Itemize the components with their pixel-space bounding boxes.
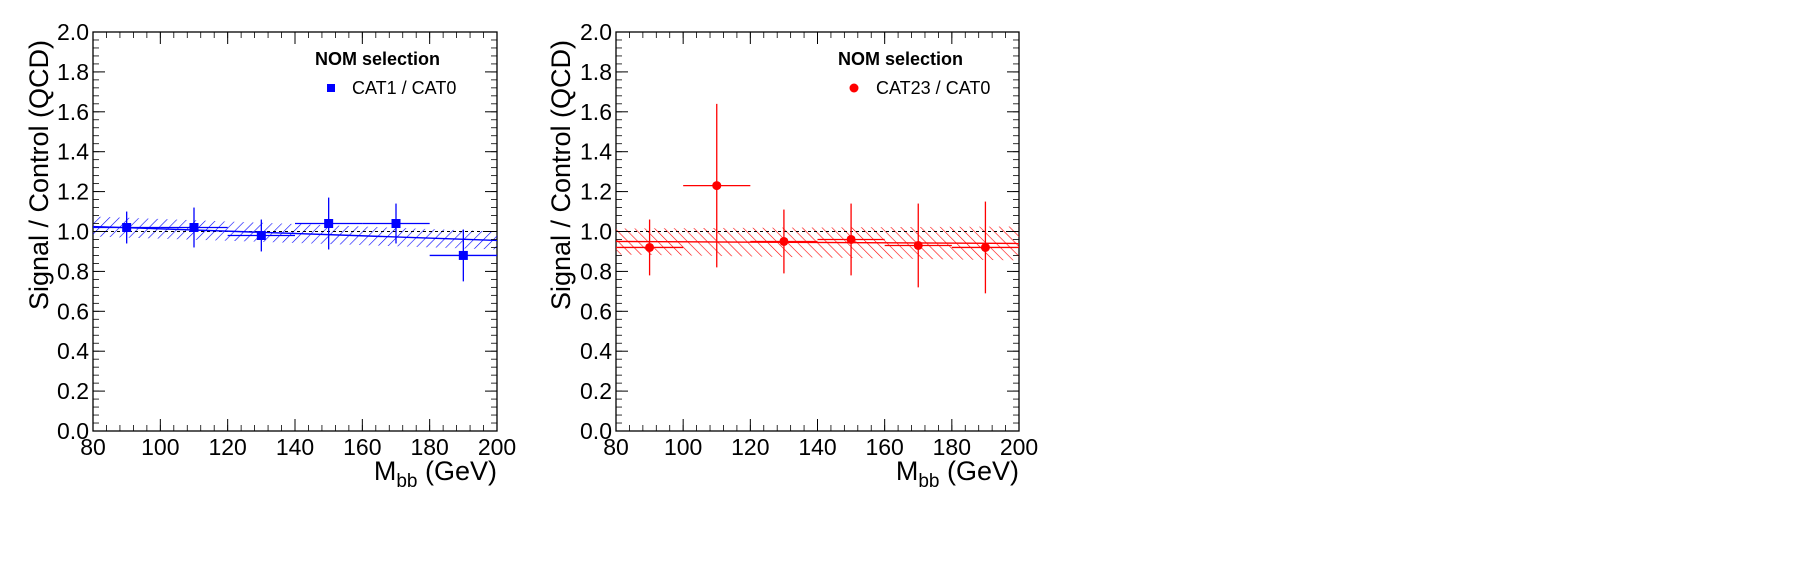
x-axis-title: Mbb (GeV) bbox=[374, 456, 497, 492]
y-tick-label: 2.0 bbox=[580, 19, 612, 45]
data-point bbox=[324, 219, 334, 229]
data-point bbox=[256, 230, 266, 240]
x-tick-label: 80 bbox=[603, 434, 629, 460]
y-axis-title: Signal / Control (QCD) bbox=[24, 40, 54, 310]
chart-panel-left: 0.0 0.2 0.4 0.6 0.8 1.0 1.2 1.4 1.6 1.8 2.0 80 100 12… bbox=[24, 19, 516, 492]
x-tick-label: 120 bbox=[208, 434, 246, 460]
legend-header: NOM selection bbox=[838, 49, 963, 69]
y-tick-label: 1.4 bbox=[580, 139, 612, 165]
legend-header: NOM selection bbox=[315, 49, 440, 69]
data-point bbox=[645, 242, 655, 252]
y-tick-label: 0.2 bbox=[57, 378, 89, 404]
y-tick-label: 1.6 bbox=[580, 99, 612, 125]
x-axis-title-main: M bbox=[374, 456, 397, 486]
fit-line-segment bbox=[615, 240, 1020, 245]
x-tick-label: 100 bbox=[664, 434, 702, 460]
y-tick-label: 0.2 bbox=[580, 378, 612, 404]
y-tick-label: 1.6 bbox=[57, 99, 89, 125]
y-tick-label: 1.0 bbox=[57, 219, 89, 245]
y-axis-title: Signal / Control (QCD) bbox=[546, 40, 576, 310]
data-point bbox=[458, 250, 468, 260]
x-tick-label: 180 bbox=[410, 434, 448, 460]
y-tick-label: 1.2 bbox=[580, 179, 612, 205]
x-axis-title-sub: bb bbox=[918, 471, 939, 492]
legend-entry-label: CAT1 / CAT0 bbox=[352, 78, 456, 98]
y-tick-label: 0.0 bbox=[57, 418, 89, 444]
x-axis-title-main: M bbox=[896, 456, 919, 486]
x-tick-label: 180 bbox=[933, 434, 971, 460]
y-tick-label: 1.8 bbox=[580, 59, 612, 85]
y-tick-label: 0.4 bbox=[580, 338, 612, 364]
y-tick-label: 0.6 bbox=[57, 298, 89, 324]
x-axis-title-unit: (GeV) bbox=[417, 456, 497, 486]
fit-line bbox=[615, 240, 1020, 245]
data-point bbox=[712, 181, 722, 191]
axis-ticks: 0.0 0.2 0.4 0.6 0.8 1.0 1.2 1.4 1.6 1.8 2.0 80 100 12… bbox=[580, 19, 1038, 460]
x-tick-label: 200 bbox=[478, 434, 516, 460]
axis-ticks: 0.0 0.2 0.4 0.6 0.8 1.0 1.2 1.4 1.6 1.8 2.0 80 100 12… bbox=[57, 19, 516, 460]
fit-line bbox=[92, 225, 498, 242]
x-axis-title: Mbb (GeV) bbox=[896, 456, 1019, 492]
x-tick-label: 140 bbox=[798, 434, 836, 460]
x-tick-label: 100 bbox=[141, 434, 179, 460]
data-point bbox=[189, 223, 199, 233]
x-tick-label: 200 bbox=[1000, 434, 1038, 460]
data-points bbox=[616, 103, 1019, 294]
x-tick-label: 160 bbox=[865, 434, 903, 460]
x-axis-title-sub: bb bbox=[396, 471, 417, 492]
y-tick-label: 0.4 bbox=[57, 338, 89, 364]
y-tick-label: 0.6 bbox=[580, 298, 612, 324]
fit-line-segment bbox=[92, 225, 498, 242]
y-tick-label: 0.0 bbox=[580, 418, 612, 444]
y-tick-label: 0.8 bbox=[580, 258, 612, 284]
y-tick-label: 1.2 bbox=[57, 179, 89, 205]
x-tick-label: 160 bbox=[343, 434, 381, 460]
data-point bbox=[779, 236, 789, 246]
data-point bbox=[913, 240, 923, 250]
data-point bbox=[391, 219, 401, 229]
data-point bbox=[122, 223, 132, 233]
y-tick-label: 1.8 bbox=[57, 59, 89, 85]
legend-marker-circle bbox=[849, 83, 859, 93]
legend-entry-label: CAT23 / CAT0 bbox=[876, 78, 990, 98]
x-tick-label: 140 bbox=[276, 434, 314, 460]
legend-marker-square bbox=[327, 84, 335, 92]
data-points bbox=[93, 197, 497, 282]
data-point bbox=[846, 234, 856, 244]
x-axis-title-unit: (GeV) bbox=[939, 456, 1019, 486]
y-tick-label: 1.4 bbox=[57, 139, 89, 165]
x-tick-label: 120 bbox=[731, 434, 769, 460]
chart-panel-right: 0.0 0.2 0.4 0.6 0.8 1.0 1.2 1.4 1.6 1.8 2.0 80 100 12… bbox=[546, 19, 1038, 492]
data-point bbox=[980, 242, 990, 252]
y-tick-label: 2.0 bbox=[57, 19, 89, 45]
x-tick-label: 80 bbox=[80, 434, 106, 460]
y-tick-label: 0.8 bbox=[57, 258, 89, 284]
y-tick-label: 1.0 bbox=[580, 219, 612, 245]
